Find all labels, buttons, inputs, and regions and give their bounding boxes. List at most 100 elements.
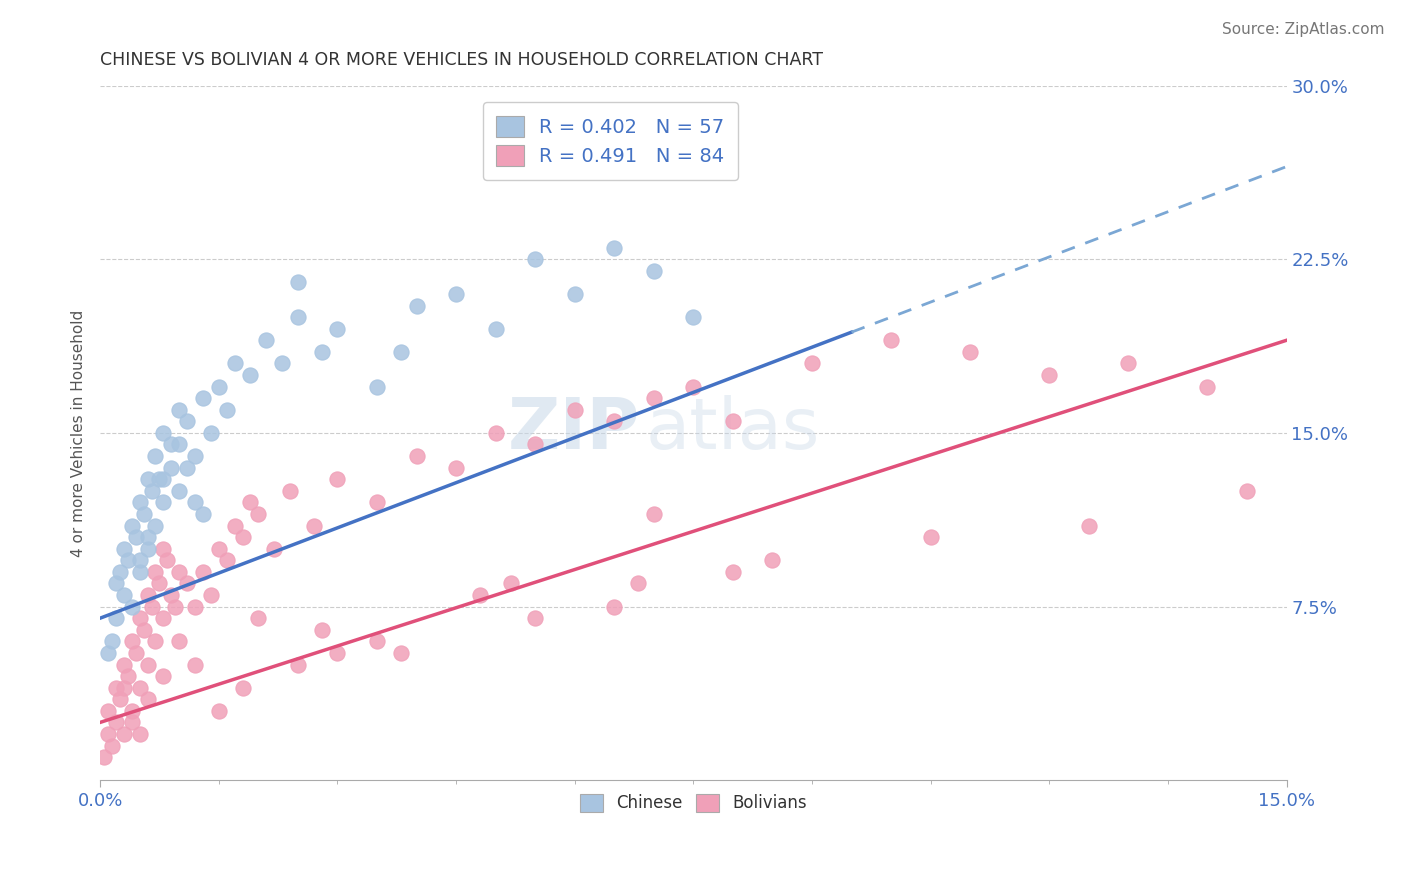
Point (152, 611, 174, 625)
Point (184, 657, 207, 672)
Point (160, 460, 183, 475)
Point (108, 692, 131, 706)
Point (176, 460, 198, 475)
Point (97, 704, 120, 718)
Point (564, 402, 586, 417)
Point (132, 623, 155, 637)
Point (136, 541, 159, 556)
Point (167, 402, 190, 417)
Point (247, 611, 270, 625)
Point (125, 646, 148, 660)
Point (468, 588, 491, 602)
Point (231, 681, 253, 695)
Point (145, 634, 167, 648)
Text: Source: ZipAtlas.com: Source: ZipAtlas.com (1222, 22, 1385, 37)
Point (160, 437, 183, 451)
Point (128, 565, 150, 579)
Point (156, 553, 179, 567)
Point (603, 599, 626, 614)
Point (208, 541, 231, 556)
Point (121, 634, 143, 648)
Point (128, 553, 150, 567)
Text: CHINESE VS BOLIVIAN 4 OR MORE VEHICLES IN HOUSEHOLD CORRELATION CHART: CHINESE VS BOLIVIAN 4 OR MORE VEHICLES I… (100, 51, 823, 69)
Point (191, 507, 214, 521)
Point (1197, 379, 1219, 393)
Point (141, 599, 163, 614)
Point (287, 310, 309, 325)
Point (254, 333, 277, 347)
Point (152, 472, 174, 486)
Y-axis label: 4 or more Vehicles in Household: 4 or more Vehicles in Household (72, 310, 86, 557)
Point (128, 727, 150, 741)
Point (97, 646, 120, 660)
Point (132, 507, 155, 521)
Point (136, 530, 159, 544)
Point (112, 541, 135, 556)
Point (167, 483, 190, 498)
Point (278, 483, 301, 498)
Point (627, 576, 650, 591)
Point (287, 276, 309, 290)
Point (148, 472, 170, 486)
Point (643, 507, 665, 521)
Point (148, 576, 170, 591)
Point (231, 530, 253, 544)
Point (101, 739, 124, 753)
Point (271, 356, 294, 370)
Point (302, 518, 325, 533)
Point (263, 541, 285, 556)
Point (920, 530, 942, 544)
Point (405, 449, 427, 463)
Point (112, 588, 135, 602)
Point (136, 657, 159, 672)
Point (104, 611, 127, 625)
Point (366, 634, 388, 648)
Point (165, 599, 187, 614)
Point (145, 518, 167, 533)
Point (104, 681, 127, 695)
Point (389, 344, 412, 359)
Point (112, 681, 135, 695)
Point (721, 414, 744, 428)
Point (682, 310, 704, 325)
Point (239, 368, 262, 382)
Point (121, 599, 143, 614)
Point (643, 264, 665, 278)
Point (121, 704, 143, 718)
Point (136, 692, 159, 706)
Point (184, 449, 207, 463)
Point (167, 634, 190, 648)
Point (208, 379, 231, 393)
Point (366, 495, 388, 509)
Point (1118, 356, 1140, 370)
Point (112, 657, 135, 672)
Point (136, 588, 159, 602)
Point (117, 553, 139, 567)
Point (191, 391, 214, 405)
Point (311, 344, 333, 359)
Point (444, 287, 467, 301)
Point (101, 634, 124, 648)
Point (643, 391, 665, 405)
Point (444, 460, 467, 475)
Point (152, 425, 174, 440)
Point (682, 379, 704, 393)
Point (152, 495, 174, 509)
Point (524, 252, 547, 267)
Point (215, 553, 238, 567)
Point (484, 321, 506, 335)
Point (501, 576, 523, 591)
Point (1236, 483, 1258, 498)
Point (880, 333, 903, 347)
Point (761, 553, 783, 567)
Point (405, 299, 427, 313)
Point (125, 530, 148, 544)
Point (117, 669, 139, 683)
Point (112, 727, 135, 741)
Point (121, 715, 143, 730)
Point (564, 287, 586, 301)
Point (215, 402, 238, 417)
Point (136, 472, 159, 486)
Point (160, 588, 183, 602)
Point (97, 727, 120, 741)
